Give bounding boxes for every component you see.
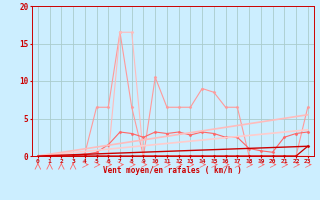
X-axis label: Vent moyen/en rafales ( km/h ): Vent moyen/en rafales ( km/h ) xyxy=(103,166,242,175)
